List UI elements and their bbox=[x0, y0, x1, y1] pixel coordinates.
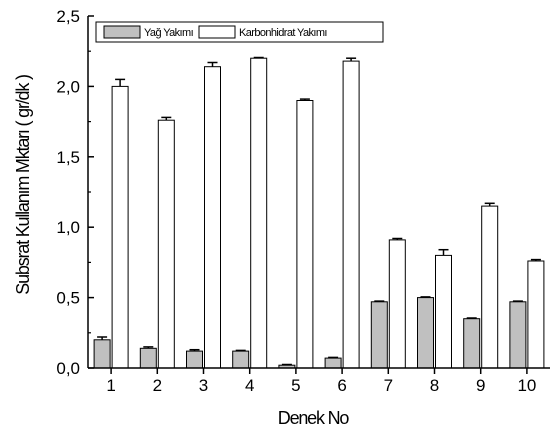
bar-fat-2 bbox=[139, 347, 157, 369]
bar-carb-4 bbox=[250, 57, 268, 369]
y-tick-label: 1,5 bbox=[56, 148, 80, 167]
bars-layer bbox=[93, 56, 545, 369]
bar-fat-1 bbox=[93, 339, 111, 369]
bar-carb-7 bbox=[388, 239, 406, 369]
x-tick-label: 5 bbox=[291, 376, 300, 395]
bar-fat-10 bbox=[509, 301, 527, 369]
x-tick-label: 9 bbox=[476, 376, 485, 395]
bar-carb-5 bbox=[296, 100, 314, 369]
y-axis-title: Subsrat Kullanım Mktarı ( gr/dk ) bbox=[13, 75, 33, 295]
y-tick-label: 2,5 bbox=[56, 7, 80, 26]
bar-fat-8 bbox=[417, 297, 434, 369]
legend-swatch-carb bbox=[198, 25, 236, 39]
x-tick-label: 3 bbox=[199, 376, 208, 395]
bar-fat-9 bbox=[463, 318, 481, 369]
x-tick-label: 4 bbox=[245, 376, 254, 395]
x-tick-label: 7 bbox=[384, 376, 393, 395]
x-tick-label: 6 bbox=[337, 376, 346, 395]
legend: Yağ Yakımı Karbonhidrat Yakımı bbox=[95, 21, 384, 43]
bar-carb-2 bbox=[157, 119, 175, 369]
x-tick-label: 2 bbox=[153, 376, 162, 395]
bar-carb-3 bbox=[204, 66, 221, 369]
bar-fat-4 bbox=[232, 350, 250, 369]
legend-label-carb: Karbonhidrat Yakımı bbox=[239, 27, 327, 39]
y-tick-label: 0,0 bbox=[56, 359, 80, 378]
x-tick-label: 10 bbox=[517, 376, 536, 395]
legend-box bbox=[95, 21, 384, 43]
tick-labels-layer: 0,0 0,5 1,0 1,5 2,0 2,5 1 2 3 4 5 6 7 8 9 10 bbox=[56, 7, 536, 395]
bar-fat-6 bbox=[324, 357, 342, 369]
bar-carb-6 bbox=[342, 60, 360, 369]
legend-label-fat: Yağ Yakımı bbox=[144, 27, 194, 39]
x-axis-title: Denek No bbox=[278, 408, 350, 428]
x-tick-label: 1 bbox=[106, 376, 115, 395]
bar-carb-8 bbox=[435, 254, 452, 369]
bar-carb-9 bbox=[481, 205, 499, 369]
bar-fat-3 bbox=[186, 350, 203, 369]
y-tick-label: 0,5 bbox=[56, 289, 80, 308]
axes-layer bbox=[87, 15, 550, 374]
y-tick-label: 2,0 bbox=[56, 77, 80, 96]
x-tick-label: 8 bbox=[430, 376, 439, 395]
y-tick-label: 1,0 bbox=[56, 218, 80, 237]
bar-carb-1 bbox=[111, 85, 129, 369]
bar-carb-10 bbox=[527, 260, 545, 369]
bar-fat-7 bbox=[370, 301, 388, 369]
legend-swatch-fat bbox=[103, 25, 141, 39]
